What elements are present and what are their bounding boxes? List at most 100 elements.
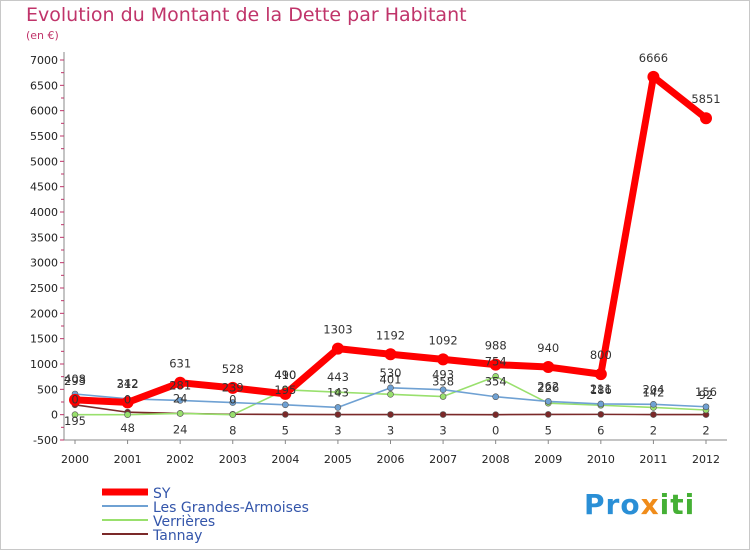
data-point xyxy=(544,411,552,418)
data-point xyxy=(282,401,289,409)
proxiti-logo: Proxiti xyxy=(584,488,696,521)
y-tick-label: 7000 xyxy=(30,54,58,67)
data-point xyxy=(226,381,239,394)
data-label: 211 xyxy=(590,382,612,396)
data-point xyxy=(702,403,710,411)
x-tick-label: 2000 xyxy=(61,453,89,466)
y-tick-label: 3500 xyxy=(30,231,58,244)
data-label: 195 xyxy=(64,414,86,428)
data-point xyxy=(331,342,344,355)
data-label: 0 xyxy=(492,424,499,438)
data-label: 988 xyxy=(485,339,507,353)
data-point xyxy=(594,368,607,381)
data-label: 410 xyxy=(274,368,296,382)
y-tick-label: 6500 xyxy=(30,79,58,92)
data-label: 530 xyxy=(380,366,402,380)
data-label: 143 xyxy=(327,385,349,399)
data-label: 3 xyxy=(334,424,341,438)
data-label: 48 xyxy=(120,421,135,435)
data-point xyxy=(439,393,447,400)
data-point xyxy=(492,373,499,380)
x-tick-label: 2010 xyxy=(587,453,615,466)
data-point xyxy=(71,411,79,418)
data-label: 3 xyxy=(387,424,394,438)
y-tick-label: 1000 xyxy=(30,358,58,371)
data-label: 443 xyxy=(327,370,349,384)
data-label: 0 xyxy=(71,393,78,407)
data-point xyxy=(176,410,184,417)
data-point xyxy=(334,388,342,396)
data-point xyxy=(229,399,237,406)
data-label: 5 xyxy=(545,423,552,437)
y-tick-label: 3000 xyxy=(30,257,58,270)
data-point xyxy=(387,411,394,418)
data-label: 490 xyxy=(274,368,296,382)
data-label: 5851 xyxy=(691,92,720,106)
y-tick-label: 5500 xyxy=(30,130,58,143)
data-point xyxy=(650,411,657,418)
data-label: 281 xyxy=(169,378,191,392)
data-label: 239 xyxy=(222,381,244,395)
data-point xyxy=(69,393,81,406)
axes: -500050010001500200025003000350040004500… xyxy=(30,52,727,466)
data-label: 1092 xyxy=(428,333,457,347)
y-tick-label: 6000 xyxy=(30,105,58,118)
legend-label-1: Les Grandes-Armoises xyxy=(153,500,309,516)
x-tick-label: 2006 xyxy=(377,453,405,466)
data-point xyxy=(384,348,397,361)
x-tick-label: 2001 xyxy=(114,453,142,466)
data-label: 156 xyxy=(695,385,717,399)
chart-title: Evolution du Montant de la Dette par Hab… xyxy=(26,4,467,26)
data-point xyxy=(542,361,555,374)
legend-label-2: Verrières xyxy=(153,514,215,530)
data-point xyxy=(229,411,237,418)
data-point xyxy=(121,396,134,409)
data-label: 226 xyxy=(537,381,559,395)
data-label: 754 xyxy=(485,354,507,368)
data-label: 1192 xyxy=(376,328,405,342)
data-label: 1303 xyxy=(323,323,352,337)
data-label: 312 xyxy=(117,377,139,391)
data-label: 0 xyxy=(229,393,236,407)
data-label: 940 xyxy=(537,341,559,355)
y-tick-label: 2500 xyxy=(30,282,58,295)
y-tick-label: 1500 xyxy=(30,333,58,346)
data-point xyxy=(544,398,552,405)
x-tick-label: 2009 xyxy=(534,453,562,466)
data-label: 528 xyxy=(222,362,244,376)
data-label: 3 xyxy=(439,424,446,438)
data-label: 262 xyxy=(537,379,559,393)
data-point xyxy=(279,387,292,400)
x-tick-label: 2002 xyxy=(166,453,194,466)
data-label: 293 xyxy=(64,374,86,388)
x-tick-label: 2011 xyxy=(639,453,667,466)
legend-label-3: Tannay xyxy=(152,528,202,544)
data-label: 2 xyxy=(702,424,709,438)
data-label: 24 xyxy=(173,391,188,405)
data-point xyxy=(650,401,657,408)
data-point xyxy=(439,386,447,393)
data-point xyxy=(387,384,394,392)
data-label: 142 xyxy=(642,385,664,399)
data-point xyxy=(597,400,605,408)
data-point xyxy=(489,358,502,371)
y-tick-label: 0 xyxy=(51,409,58,422)
data-label: 354 xyxy=(485,375,507,389)
data-point xyxy=(647,70,660,83)
x-tick-label: 2007 xyxy=(429,453,457,466)
data-point xyxy=(387,391,394,398)
data-label: 92 xyxy=(699,388,714,402)
y-tick-label: 500 xyxy=(37,383,58,396)
data-label: 408 xyxy=(64,372,86,386)
data-label: 358 xyxy=(432,375,454,389)
x-tick-label: 2005 xyxy=(324,453,352,466)
data-label: 401 xyxy=(380,372,402,386)
y-tick-label: 4500 xyxy=(30,181,58,194)
data-label: 493 xyxy=(432,368,454,382)
series-lines xyxy=(69,70,712,418)
data-label: 631 xyxy=(169,357,191,371)
